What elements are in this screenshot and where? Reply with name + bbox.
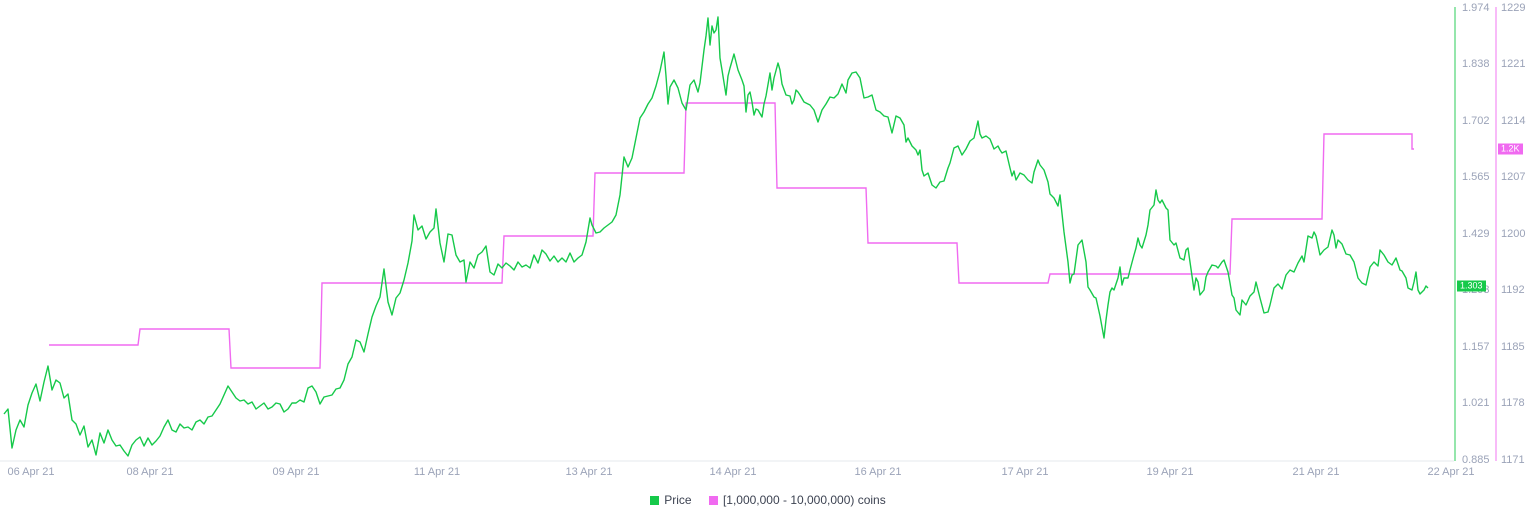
x-tick-label: 06 Apr 21 bbox=[7, 466, 55, 478]
holders-tick-label: 1221 bbox=[1501, 58, 1526, 70]
price-line[interactable] bbox=[3, 16, 1429, 457]
holders-swatch-icon bbox=[708, 495, 718, 505]
legend-label-price: Price bbox=[664, 493, 692, 507]
holders-last-value-badge: 1.2K bbox=[1498, 143, 1523, 155]
price-tick-label: 1.974 bbox=[1462, 2, 1490, 14]
price-swatch-icon bbox=[650, 495, 660, 505]
x-tick-label: 13 Apr 21 bbox=[565, 466, 613, 478]
holders-step-line[interactable] bbox=[49, 102, 1414, 369]
price-tick-label: 1.021 bbox=[1462, 397, 1490, 409]
price-tick-label: 1.565 bbox=[1462, 171, 1490, 183]
x-tick-label: 14 Apr 21 bbox=[709, 466, 757, 478]
price-tick-label: 1.838 bbox=[1462, 58, 1490, 70]
x-tick-label: 22 Apr 21 bbox=[1427, 466, 1475, 478]
legend-item-holders[interactable]: [1,000,000 - 10,000,000) coins bbox=[708, 493, 886, 507]
holders-tick-label: 1229 bbox=[1501, 2, 1526, 14]
legend: Price [1,000,000 - 10,000,000) coins bbox=[0, 493, 1536, 508]
holders-tick-label: 1207 bbox=[1501, 171, 1526, 183]
price-tick-label: 1.429 bbox=[1462, 228, 1490, 240]
price-last-value-badge: 1.303 bbox=[1457, 280, 1486, 292]
x-tick-label: 11 Apr 21 bbox=[413, 466, 461, 478]
legend-label-holders: [1,000,000 - 10,000,000) coins bbox=[722, 493, 886, 507]
x-tick-label: 17 Apr 21 bbox=[1001, 466, 1049, 478]
price-tick-label: 0.885 bbox=[1462, 454, 1490, 466]
holders-tick-label: 1178 bbox=[1501, 397, 1525, 409]
holders-tick-label: 1171 bbox=[1501, 454, 1525, 466]
holders-tick-label: 1192 bbox=[1501, 284, 1525, 296]
holders-tick-label: 1214 bbox=[1501, 115, 1526, 127]
price-tick-label: 1.702 bbox=[1462, 115, 1490, 127]
legend-item-price[interactable]: Price bbox=[650, 493, 692, 507]
holders-tick-label: 1200 bbox=[1501, 228, 1526, 240]
holders-tick-label: 1185 bbox=[1501, 341, 1525, 353]
x-tick-label: 08 Apr 21 bbox=[126, 466, 174, 478]
x-tick-label: 19 Apr 21 bbox=[1146, 466, 1194, 478]
x-tick-label: 09 Apr 21 bbox=[272, 466, 320, 478]
price-tick-label: 1.157 bbox=[1462, 341, 1490, 353]
x-tick-label: 21 Apr 21 bbox=[1292, 466, 1340, 478]
x-tick-label: 16 Apr 21 bbox=[854, 466, 902, 478]
